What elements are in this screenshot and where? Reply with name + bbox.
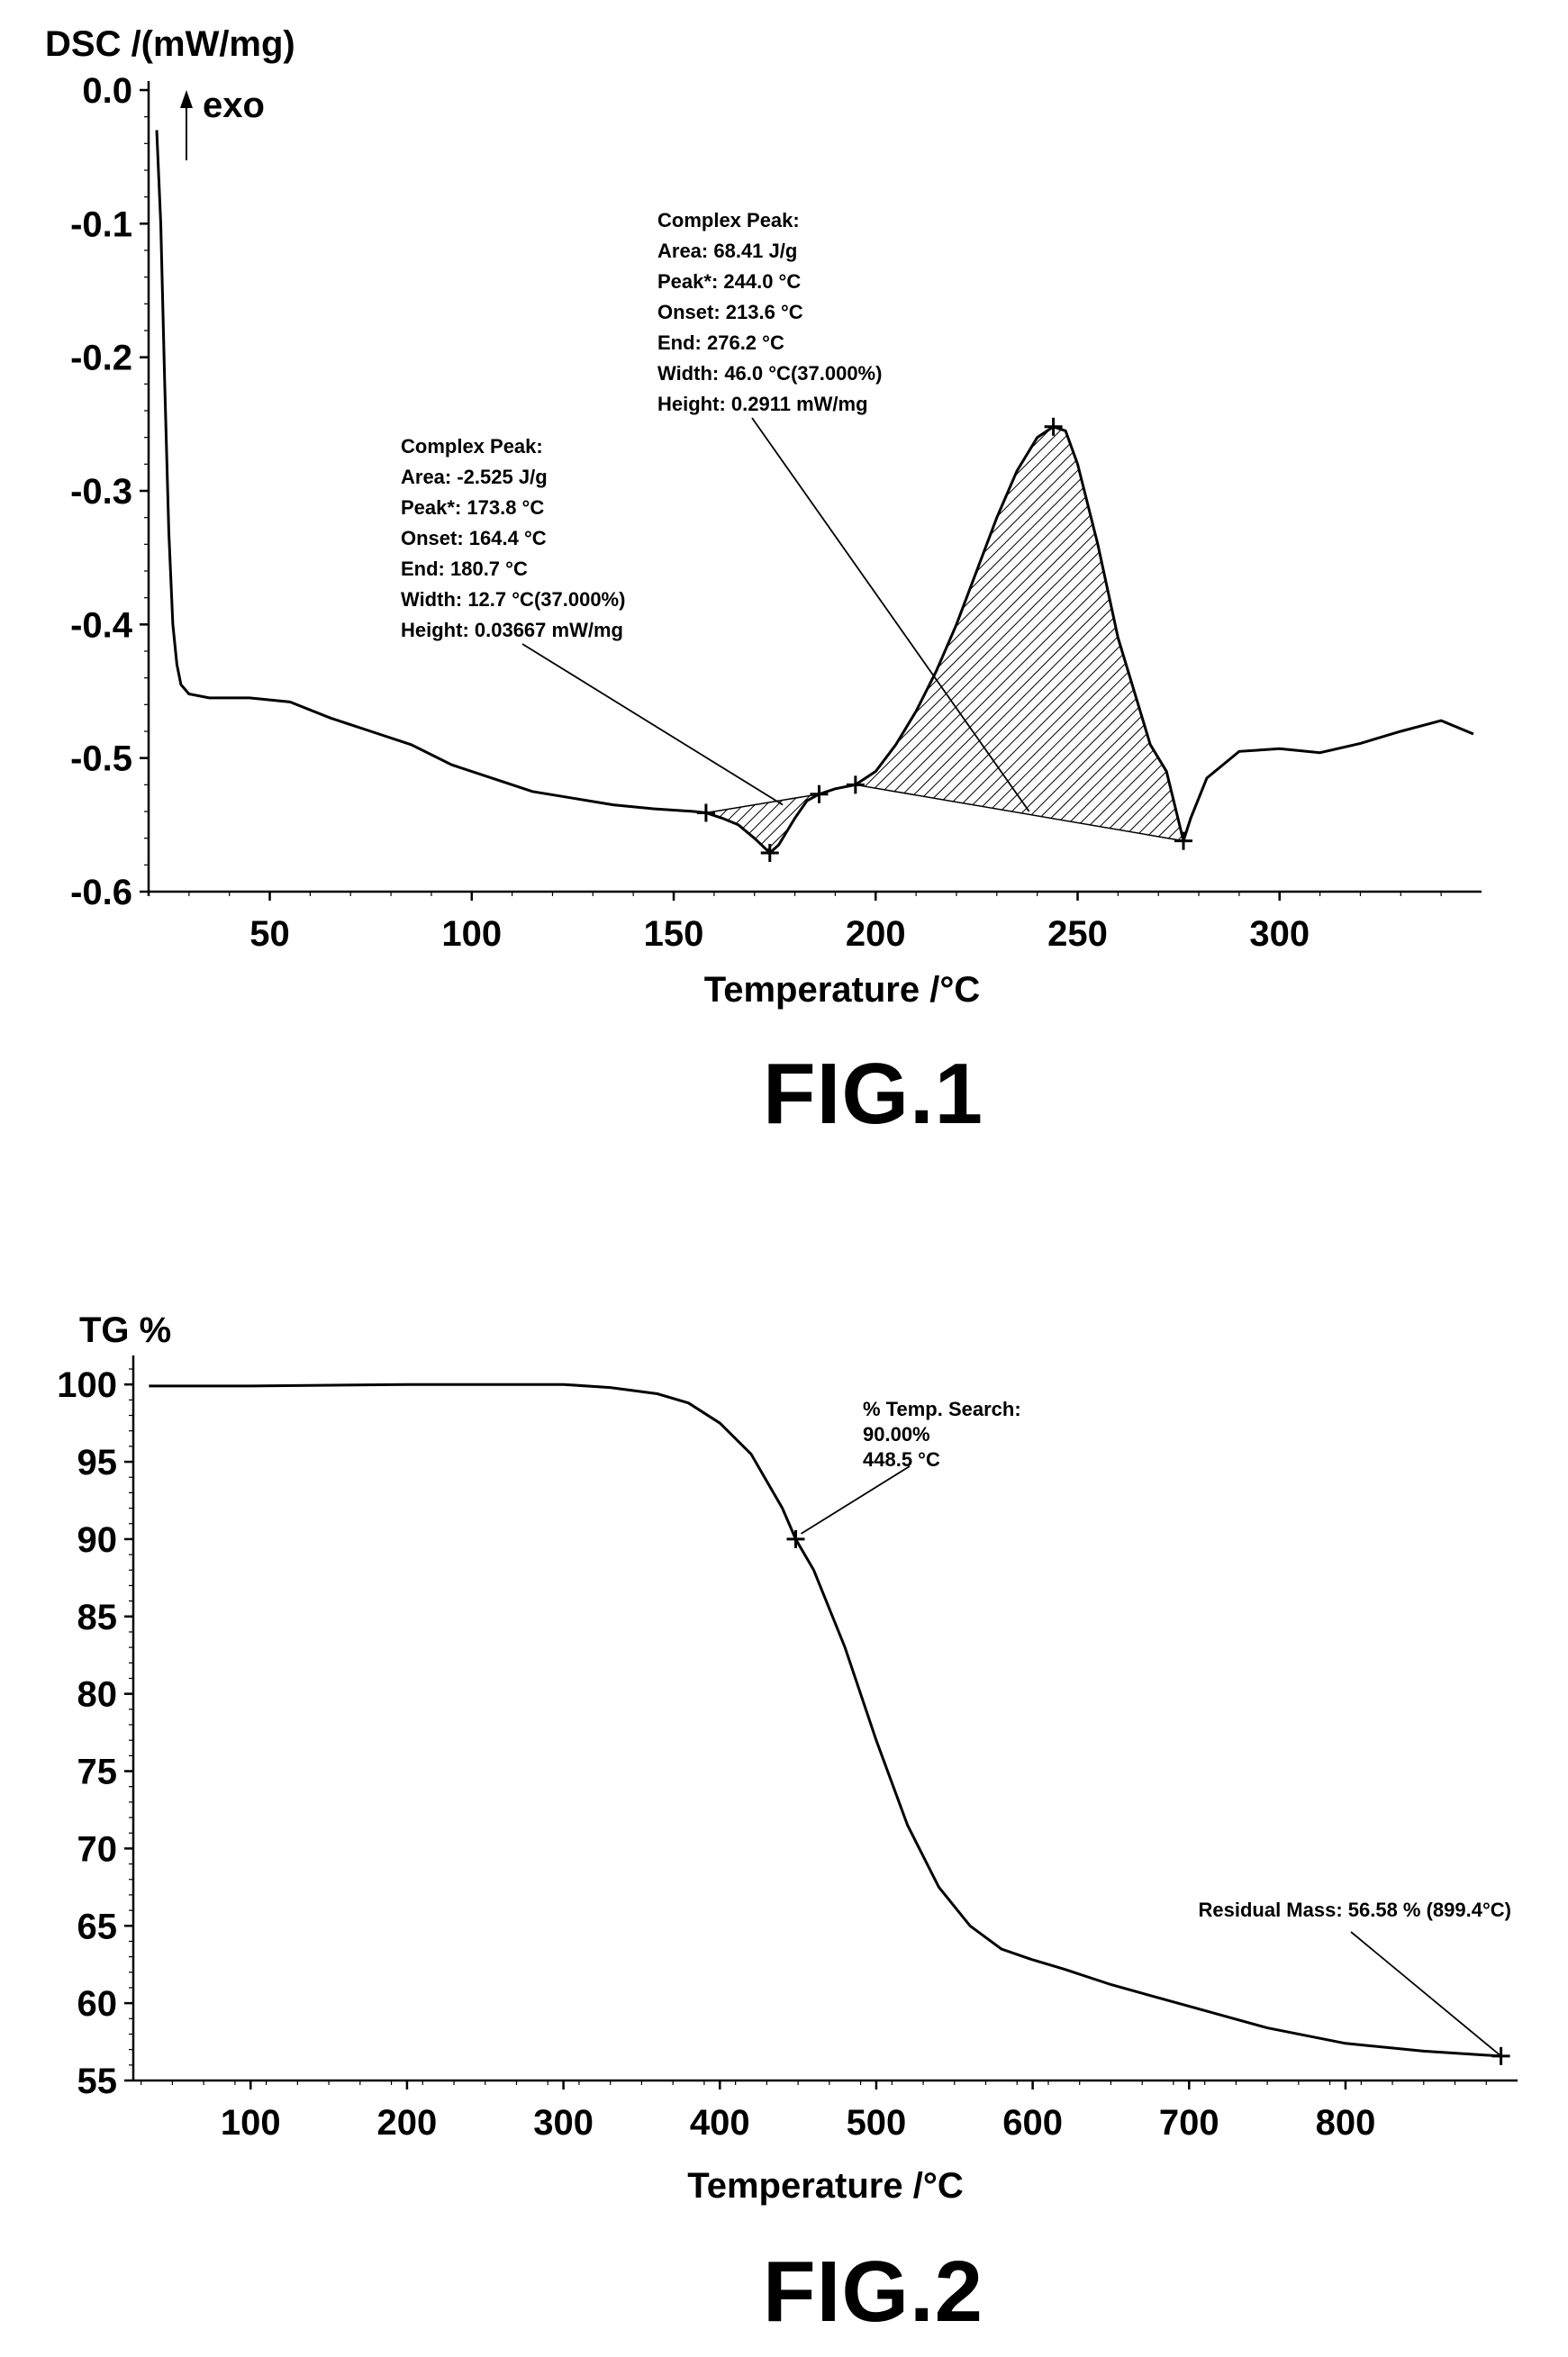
x-tick-label: 200	[846, 914, 906, 954]
x-tick-label: 500	[847, 2103, 907, 2143]
annotation-line: End: 276.2 °C	[657, 331, 784, 354]
annotation-line: Onset: 213.6 °C	[657, 301, 803, 323]
annotation-line: Peak*: 244.0 °C	[657, 270, 801, 293]
dsc-figure: DSC /(mW/mg) Temperature /°C 0.0 -0.1 -0.2 -0…	[0, 0, 1568, 1171]
annotation-line: Height: 0.2911 mW/mg	[657, 393, 868, 415]
y-tick-label: -0.3	[70, 472, 132, 512]
y-tick-label: -0.6	[70, 873, 132, 912]
temp-search-annotation: % Temp. Search: 90.00%448.5 °C	[801, 1398, 1021, 1535]
dsc-curve	[155, 130, 1474, 856]
y-tick-label: 85	[77, 1598, 118, 1637]
annotation-leader	[521, 643, 784, 806]
y-axis-label: DSC /(mW/mg)	[45, 24, 295, 64]
x-tick-label: 100	[221, 2103, 281, 2143]
annotation-line: Width: 12.7 °C(37.000%)	[401, 588, 625, 611]
annotation-line: % Temp. Search:	[863, 1398, 1021, 1420]
y-tick-label: -0.1	[70, 204, 132, 244]
annotation-line: 90.00%	[863, 1423, 930, 1446]
x-tick-label: 200	[377, 2103, 438, 2143]
annotation-line: Complex Peak:	[401, 435, 543, 458]
x-tick-label: 250	[1047, 914, 1108, 954]
x-tick-label: 150	[644, 914, 704, 954]
annotation-line: Area: -2.525 J/g	[401, 466, 548, 488]
annotation-line: Width: 46.0 °C(37.000%)	[657, 362, 882, 385]
y-tick-label: 80	[77, 1675, 118, 1715]
annotation-leader	[801, 1465, 911, 1535]
x-tick-label: 100	[441, 914, 502, 954]
y-tick-label: 55	[77, 2062, 118, 2101]
peak-annotation: Complex Peak: Area: 68.41 J/g Peak*: 244.0…	[657, 209, 1030, 812]
x-tick-label: 700	[1159, 2103, 1219, 2143]
y-tick-label: 70	[77, 1829, 118, 1869]
exo-label: exo	[203, 86, 265, 125]
annotation-line: End: 180.7 °C	[401, 558, 528, 580]
x-tick-label: 400	[690, 2103, 750, 2143]
annotation-line: Onset: 164.4 °C	[401, 527, 547, 549]
figure-caption: FIG.1	[763, 1046, 984, 1142]
peak-area-hatch	[705, 793, 820, 855]
annotation-line: Residual Mass: 56.58 % (899.4°C)	[1198, 1899, 1511, 1921]
x-tick-label: 50	[249, 914, 290, 954]
y-tick-label: 0.0	[82, 71, 132, 111]
x-axis-label: Temperature /°C	[704, 970, 980, 1010]
figure-caption: FIG.2	[763, 2244, 984, 2340]
annotation-leader	[1350, 1931, 1502, 2057]
annotation-line: Height: 0.03667 mW/mg	[401, 619, 623, 641]
y-tick-label: 100	[57, 1365, 117, 1405]
y-tick-label: -0.2	[70, 339, 132, 378]
annotation-line: Area: 68.41 J/g	[657, 240, 797, 262]
y-tick-label: 95	[77, 1443, 118, 1482]
x-axis-label: Temperature /°C	[687, 2166, 963, 2206]
annotation-leader	[751, 417, 1030, 812]
y-tick-label: 65	[77, 1907, 118, 1946]
residual-mass-annotation: Residual Mass: 56.58 % (899.4°C)	[1198, 1899, 1511, 2057]
y-tick-label: -0.4	[70, 605, 133, 645]
x-tick-label: 300	[533, 2103, 594, 2143]
tg-figure: TG % Temperature /°C 100 95 90 85 80 75 70 65 60 55…	[0, 1297, 1568, 2357]
y-tick-label: 60	[77, 1984, 118, 2024]
y-tick-label: -0.5	[70, 739, 132, 779]
annotation-line: Peak*: 173.8 °C	[401, 496, 544, 519]
y-axis-label: TG %	[79, 1310, 171, 1350]
x-tick-label: 300	[1249, 914, 1310, 954]
annotation-line: Complex Peak:	[657, 209, 800, 231]
tg-curve	[149, 1382, 1501, 2058]
y-tick-label: 75	[77, 1753, 118, 1792]
tg-chart: TG % Temperature /°C 100 95 90 85 80 75 70 65 60 55…	[57, 1310, 1518, 2206]
y-tick-label: 90	[77, 1520, 118, 1560]
peak-annotation: Complex Peak: Area: -2.525 J/g Peak*: 173.…	[401, 435, 784, 806]
x-tick-label: 800	[1316, 2103, 1376, 2143]
x-tick-label: 600	[1002, 2103, 1063, 2143]
annotation-line: 448.5 °C	[863, 1448, 940, 1471]
exo-arrowhead	[180, 90, 193, 108]
dsc-chart: DSC /(mW/mg) Temperature /°C 0.0 -0.1 -0.2 -0…	[45, 24, 1482, 1010]
